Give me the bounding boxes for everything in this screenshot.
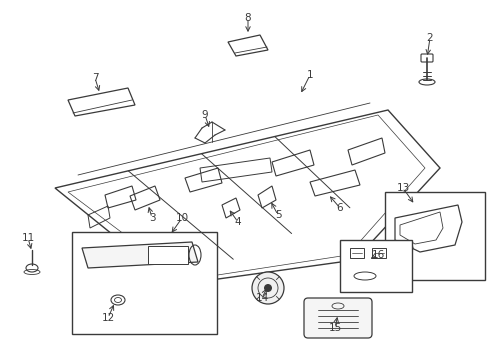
FancyBboxPatch shape	[304, 298, 371, 338]
Bar	[339, 240, 411, 292]
Text: 9: 9	[201, 110, 208, 120]
Text: 13: 13	[396, 183, 409, 193]
Text: 5: 5	[274, 210, 281, 220]
Circle shape	[264, 284, 271, 292]
Text: 7: 7	[92, 73, 98, 83]
Text: 10: 10	[175, 213, 188, 223]
Bar	[384, 192, 484, 280]
Text: 3: 3	[148, 213, 155, 223]
Text: 14: 14	[255, 293, 268, 303]
Text: 4: 4	[234, 217, 241, 227]
Text: 2: 2	[426, 33, 432, 43]
FancyBboxPatch shape	[420, 54, 432, 62]
Bar	[72, 232, 217, 334]
Text: 16: 16	[370, 250, 384, 260]
Polygon shape	[82, 242, 198, 268]
Bar	[148, 246, 187, 264]
Circle shape	[251, 272, 284, 304]
Bar	[349, 248, 363, 258]
Bar	[371, 248, 385, 258]
Text: 11: 11	[21, 233, 35, 243]
Text: 8: 8	[244, 13, 251, 23]
Text: 1: 1	[306, 70, 313, 80]
Text: 15: 15	[328, 323, 341, 333]
Text: 12: 12	[101, 313, 114, 323]
Text: 6: 6	[336, 203, 343, 213]
